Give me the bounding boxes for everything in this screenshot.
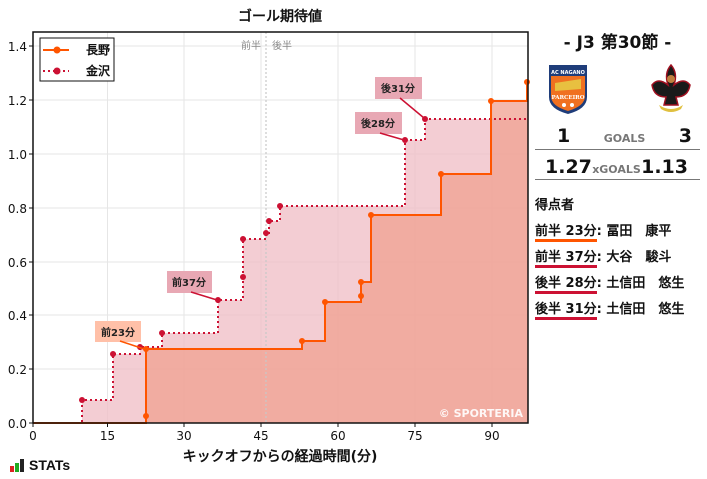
goals-row: 1 GOALS 3 <box>535 125 700 150</box>
x-tick: 0 <box>29 429 37 443</box>
round-title: - J3 第30節 - <box>563 33 672 53</box>
goals-label: GOALS <box>603 132 646 145</box>
legend: 長野 金沢 <box>39 37 115 82</box>
x-tick: 30 <box>176 429 191 443</box>
first-half-label: 前半 <box>241 39 261 52</box>
away-xg: 1.13 <box>641 156 688 178</box>
y-tick: 0.4 <box>8 309 27 323</box>
chart-title: ゴール期待値 <box>238 9 322 25</box>
nagano-area <box>146 82 528 423</box>
kanazawa-legend-marker <box>53 67 61 75</box>
xg-label: xGOALS <box>592 163 641 176</box>
annotation-23 <box>95 321 145 350</box>
second-half-label: 後半 <box>272 39 292 52</box>
scorer-row: 後半 31分: 土信田 悠生 <box>535 298 700 320</box>
scorer-row: 前半 23分: 冨田 康平 <box>535 220 700 242</box>
scorer-row: 後半 28分: 土信田 悠生 <box>535 272 700 294</box>
svg-text:AC NAGANO: AC NAGANO <box>551 70 585 76</box>
x-tick: 60 <box>330 429 345 443</box>
scorer-name: : 土信田 悠生 <box>596 276 685 291</box>
y-tick: 1.0 <box>8 148 27 162</box>
away-goals: 3 <box>678 125 692 147</box>
scorer-name: : 土信田 悠生 <box>596 302 685 317</box>
y-tick: 0.2 <box>8 363 27 377</box>
x-tick: 75 <box>407 429 422 443</box>
nagano-crest-icon: AC NAGANO PARCEIRO <box>549 65 587 114</box>
stats-bars-icon <box>10 458 24 472</box>
y-tick: 0.6 <box>8 256 27 270</box>
x-tick: 45 <box>253 429 268 443</box>
match-panel: - J3 第30節 - AC NAGANO PARCEIRO 1 GOALS 3… <box>535 28 700 320</box>
x-axis-label: キックオフからの経過時間(分) <box>182 449 378 465</box>
annotation-label: 前23分 <box>101 326 135 339</box>
scorer-row: 前半 37分: 大谷 駿斗 <box>535 246 700 268</box>
kanazawa-crest-icon <box>651 63 691 112</box>
y-tick: 0.0 <box>8 417 27 431</box>
home-goals: 1 <box>557 125 571 147</box>
xgoals-row: 1.27 xGOALS 1.13 <box>535 156 700 180</box>
annotation-37 <box>167 271 218 301</box>
scorers-title: 得点者 <box>535 198 575 213</box>
scorer-name: : 大谷 駿斗 <box>596 250 672 265</box>
y-tick: 0.8 <box>8 202 27 216</box>
legend-kanazawa: 金沢 <box>85 63 111 78</box>
annotation-label: 後28分 <box>361 117 395 130</box>
scorer-time: 後半 28分 <box>535 276 597 294</box>
scorer-name: : 冨田 康平 <box>596 224 672 239</box>
svg-text:PARCEIRO: PARCEIRO <box>551 95 584 101</box>
plot-frame <box>32 31 529 424</box>
scorer-time: 前半 37分 <box>535 250 597 268</box>
stats-brand: STATs <box>10 457 70 473</box>
scorer-time: 後半 31分 <box>535 302 597 320</box>
watermark: © SPORTERIA <box>439 407 524 420</box>
scorer-time: 前半 23分 <box>535 224 597 242</box>
nagano-legend-marker <box>53 46 61 54</box>
kanazawa-markers <box>79 116 428 403</box>
annotation-73 <box>355 112 405 141</box>
x-tick: 90 <box>484 429 499 443</box>
annotation-label: 後31分 <box>381 82 415 95</box>
brand-label: STATs <box>29 457 71 473</box>
kanazawa-line <box>33 118 528 424</box>
x-tick: 15 <box>100 429 115 443</box>
annotation-label: 前37分 <box>172 276 206 289</box>
nagano-markers <box>143 79 530 419</box>
y-tick: 1.2 <box>8 94 27 108</box>
y-tick: 1.4 <box>8 40 27 54</box>
annotation-76 <box>375 77 425 119</box>
legend-nagano: 長野 <box>86 42 110 57</box>
home-xg: 1.27 <box>545 156 592 178</box>
